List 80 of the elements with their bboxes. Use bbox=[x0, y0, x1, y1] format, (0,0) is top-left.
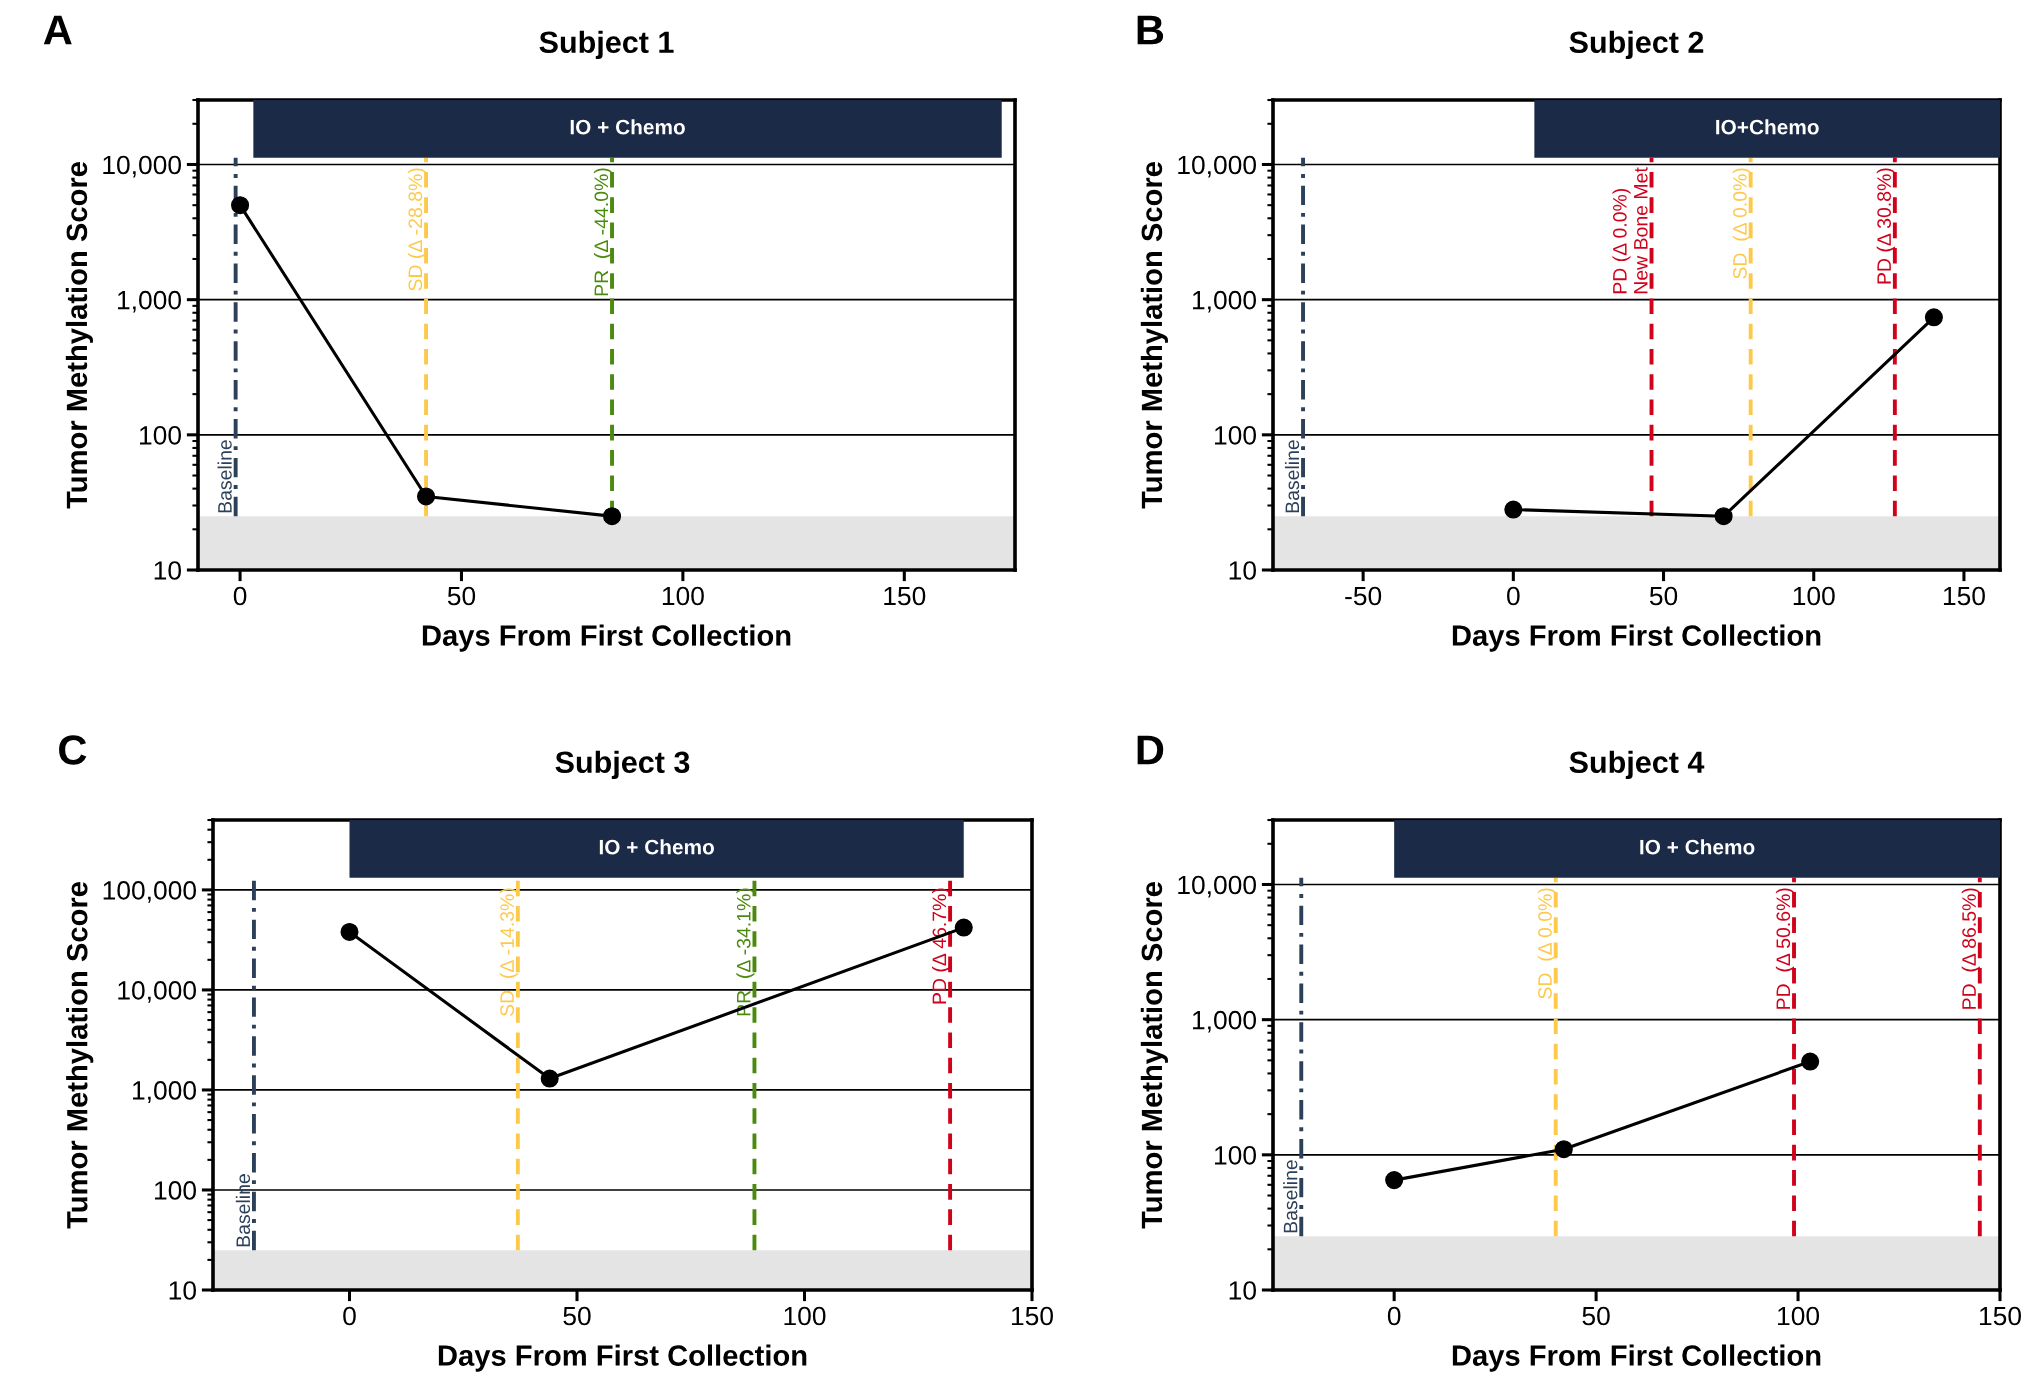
y-axis-title: Tumor Methylation Score bbox=[1140, 882, 1168, 1229]
x-tick-label: 0 bbox=[343, 1306, 356, 1326]
text: A bbox=[43, 15, 72, 45]
x-tick-label: 100 bbox=[1778, 1306, 1820, 1326]
y-tick-label: 10,000 bbox=[118, 981, 196, 1003]
ref-line-label: PD (Δ 86.5%) bbox=[1961, 888, 1980, 1009]
y-tick-label: 10 bbox=[169, 1281, 196, 1300]
x-tick-label: 100 bbox=[1793, 586, 1835, 606]
x-tick-label: 0 bbox=[1507, 586, 1520, 606]
ref-line-label: SD (Δ 0.0%) bbox=[1537, 888, 1556, 999]
ref-line-label: PD (Δ 50.6%) bbox=[1775, 888, 1795, 1009]
x-tick-label: -50 bbox=[1345, 586, 1382, 606]
x-tick-label: 50 bbox=[447, 586, 476, 606]
point bbox=[417, 487, 436, 506]
y-tick-label: 10 bbox=[154, 561, 181, 580]
y-tick-label: 1,000 bbox=[1193, 1010, 1256, 1033]
x-tick-label: 50 bbox=[1649, 586, 1678, 606]
x-tick-label: 150 bbox=[1943, 586, 1985, 606]
x-tick-label: 0 bbox=[233, 586, 247, 606]
point bbox=[340, 922, 359, 941]
point bbox=[1385, 1171, 1404, 1190]
x-axis-title: Days From First Collection bbox=[422, 624, 791, 652]
point bbox=[1714, 507, 1733, 526]
point bbox=[1504, 500, 1523, 519]
text: C bbox=[59, 735, 87, 765]
x-axis-title: Days From First Collection bbox=[438, 1344, 807, 1372]
y-tick-label: 10 bbox=[1229, 1281, 1256, 1300]
y-tick-label: 100,000 bbox=[103, 881, 197, 903]
x-tick-label: 150 bbox=[884, 586, 926, 606]
x-tick-label: 50 bbox=[1582, 1306, 1610, 1326]
ref-line-label: SD (Δ -14.3%) bbox=[499, 888, 518, 1017]
y-tick-label: 100 bbox=[155, 1181, 196, 1200]
text: B bbox=[1137, 15, 1164, 45]
point bbox=[603, 507, 622, 526]
ref-line-label: PR (Δ -34.1%) bbox=[736, 888, 755, 1016]
band-label: IO + Chemo bbox=[599, 839, 714, 855]
point bbox=[1801, 1052, 1820, 1071]
ref-line-label: Baseline bbox=[1283, 1160, 1298, 1233]
x-tick-label: 0 bbox=[1387, 1306, 1401, 1326]
point bbox=[954, 918, 973, 937]
ref-line-label: PD (Δ 0.0%) New Bone Met bbox=[1612, 167, 1648, 294]
chart-title: Subject 1 bbox=[539, 30, 674, 60]
y-tick-label: 100 bbox=[1215, 425, 1256, 445]
x-axis-title: Days From First Collection bbox=[1452, 1344, 1821, 1372]
band-label: IO + Chemo bbox=[570, 119, 685, 135]
ref-line-label: Baseline bbox=[217, 440, 232, 513]
y-tick-label: 10,000 bbox=[103, 155, 181, 178]
y-tick-label: 1,000 bbox=[133, 1081, 196, 1103]
point bbox=[1554, 1140, 1573, 1159]
x-tick-label: 150 bbox=[1980, 1306, 2021, 1326]
y-tick-label: 100 bbox=[1215, 1145, 1256, 1165]
text: D bbox=[1137, 735, 1164, 765]
y-tick-label: 10,000 bbox=[1178, 875, 1256, 898]
ref-line-label: SD (Δ -28.8%) bbox=[407, 168, 427, 291]
chart-title: Subject 3 bbox=[555, 750, 690, 780]
ref-line-label: PR (Δ -44.0%) bbox=[593, 168, 613, 296]
ref-line-label: Baseline bbox=[235, 1174, 251, 1247]
x-tick-label: 50 bbox=[563, 1306, 591, 1326]
y-tick-label: 10 bbox=[1229, 561, 1256, 580]
chart-title: Subject 4 bbox=[1569, 750, 1705, 780]
point bbox=[231, 196, 250, 215]
x-axis-title: Days From First Collection bbox=[1452, 624, 1821, 652]
y-axis-title: Tumor Methylation Score bbox=[65, 162, 93, 509]
y-tick-label: 1,000 bbox=[118, 290, 181, 313]
ref-line-label: SD (Δ 0.0%) bbox=[1732, 168, 1751, 279]
chart-title: Subject 2 bbox=[1569, 30, 1704, 60]
x-tick-label: 100 bbox=[662, 586, 704, 606]
ref-line-label: Baseline bbox=[1284, 440, 1300, 513]
ref-line-label: PD (Δ 30.8%) bbox=[1876, 168, 1895, 284]
y-tick-label: 1,000 bbox=[1193, 290, 1256, 313]
y-tick-label: 100 bbox=[140, 425, 181, 445]
y-axis-title: Tumor Methylation Score bbox=[1140, 162, 1168, 509]
band-label: IO+Chemo bbox=[1716, 119, 1819, 135]
x-tick-label: 150 bbox=[1012, 1306, 1053, 1326]
point bbox=[1924, 308, 1943, 327]
y-tick-label: 10,000 bbox=[1178, 155, 1256, 178]
x-tick-label: 100 bbox=[784, 1306, 826, 1326]
y-axis-title: Tumor Methylation Score bbox=[66, 882, 94, 1229]
point bbox=[540, 1069, 559, 1088]
band-label: IO + Chemo bbox=[1640, 839, 1755, 855]
